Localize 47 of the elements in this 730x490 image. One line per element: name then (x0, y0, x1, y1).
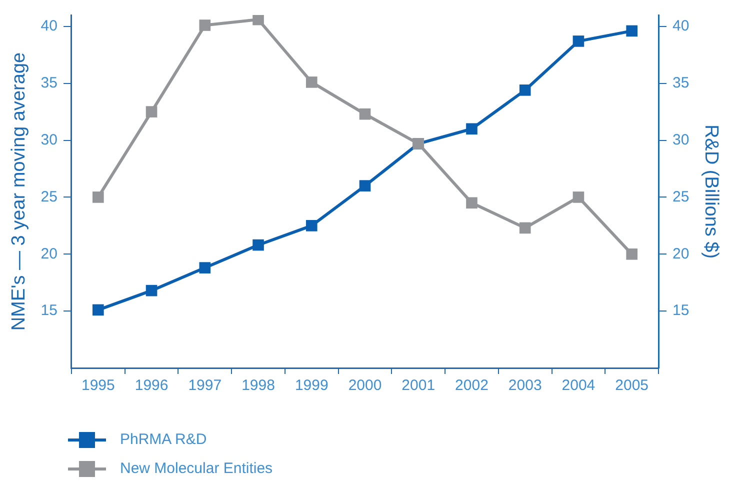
y2-tick-label: 15 (672, 302, 690, 320)
y2-tick-label: 35 (672, 74, 690, 92)
y-tick-label: 20 (40, 245, 58, 262)
point (572, 36, 584, 47)
y-axis-title: NME's — 3 year moving average (8, 52, 30, 331)
x-tick-label: 2003 (508, 377, 542, 394)
y2-tick-label: 40 (672, 18, 690, 35)
y-tick-label: 40 (40, 18, 58, 35)
point (199, 20, 211, 31)
point (466, 197, 478, 209)
y-tick-label: 35 (40, 74, 58, 92)
x-tick-label: 1997 (188, 377, 222, 394)
x-tick-label: 2004 (562, 377, 596, 394)
point (626, 248, 638, 260)
x-tick-label: 2001 (402, 377, 436, 394)
point (572, 192, 584, 203)
point (466, 123, 478, 135)
point (92, 304, 104, 316)
x-tick-label: 2002 (455, 377, 488, 394)
y-tick-label: 25 (40, 188, 58, 206)
x-tick-label: 1995 (81, 377, 115, 394)
y2-tick-label: 25 (672, 188, 690, 206)
point (146, 106, 158, 118)
x-tick-label: 2005 (615, 377, 649, 394)
x-tick-label: 1998 (242, 377, 275, 394)
y2-tick-label: 20 (672, 245, 690, 262)
point (306, 220, 318, 232)
point (146, 284, 158, 296)
point (519, 84, 531, 96)
point (199, 262, 211, 274)
point (252, 15, 264, 26)
point (306, 76, 318, 88)
point (359, 108, 371, 120)
legend-label: New Molecular Entities (120, 460, 273, 478)
point (519, 222, 531, 234)
y2-tick-label: 30 (672, 131, 690, 148)
point (92, 192, 104, 203)
y-tick-label: 15 (40, 302, 58, 320)
legend-label: PhRMA R&D (120, 431, 207, 448)
x-tick-label: 1999 (294, 377, 328, 394)
x-tick-label: 1996 (134, 377, 168, 394)
point (252, 239, 264, 251)
x-tick-label: 2000 (348, 377, 382, 394)
point (626, 25, 638, 37)
y2-axis-title: R&D (Billions $) (700, 124, 722, 259)
point (359, 180, 371, 192)
y-tick-label: 30 (40, 131, 58, 148)
